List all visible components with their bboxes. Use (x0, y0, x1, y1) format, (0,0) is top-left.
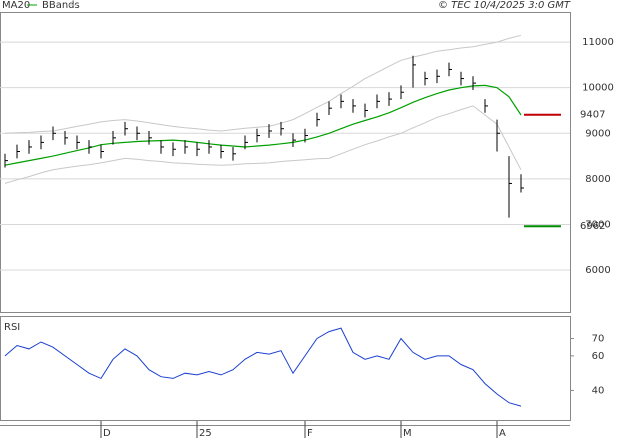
rsi-line (4, 327, 522, 407)
y-tick-label: 60 (592, 351, 605, 362)
x-tick-label: D (103, 428, 111, 439)
source: © TEC 10/4/2025 3:0 GMT (438, 0, 571, 11)
level-label: 6962 (580, 221, 605, 232)
x-tick-label: A (499, 428, 506, 439)
y-tick-label: 10000 (582, 83, 614, 94)
rsi-panel (0, 316, 571, 421)
rsi-title: RSI (4, 322, 20, 333)
legend-label: BBands (42, 0, 80, 11)
x-tick-label: F (307, 428, 313, 439)
x-tick-label: M (403, 428, 412, 439)
y-tick-label: 6000 (585, 265, 610, 276)
y-tick-label: 9000 (585, 128, 610, 139)
upper-band (4, 34, 522, 134)
price-panel (0, 12, 571, 313)
y-tick-label: 7000 (585, 219, 610, 230)
y-tick-label: 40 (592, 386, 605, 397)
y-tick-label: 8000 (585, 174, 610, 185)
legend-label: MA20 (2, 0, 30, 11)
y-tick-label: 11000 (582, 37, 614, 48)
y-tick-label: 70 (592, 334, 605, 345)
lower-band (4, 105, 522, 184)
level-label: 9407 (580, 110, 605, 121)
x-tick-label: 25 (199, 428, 212, 439)
